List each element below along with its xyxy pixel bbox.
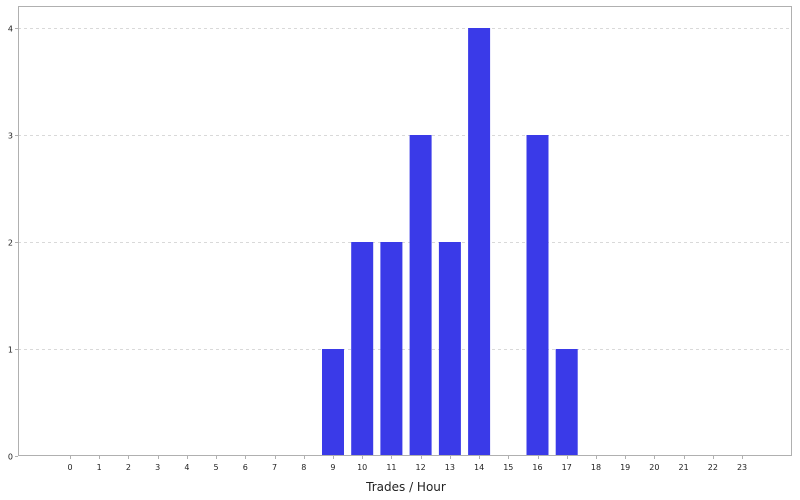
x-tick-label: 10 (357, 463, 367, 472)
x-tick-label: 17 (562, 463, 572, 472)
bar (555, 349, 578, 456)
x-tick-label: 20 (649, 463, 659, 472)
bar (526, 135, 549, 456)
x-tick-label: 5 (214, 463, 219, 472)
x-tick-label: 0 (67, 463, 72, 472)
x-tick-label: 21 (679, 463, 689, 472)
x-tick-label: 19 (620, 463, 630, 472)
x-tick-label: 22 (708, 463, 718, 472)
bar (468, 28, 491, 456)
x-tick-label: 3 (155, 463, 160, 472)
bar (322, 349, 344, 456)
x-tick-label: 13 (445, 463, 455, 472)
x-tick-label: 23 (737, 463, 747, 472)
x-tick-label: 14 (474, 463, 484, 472)
plot-frame (18, 6, 792, 456)
x-axis-ticks: 0 1 2 3 4 5 6 7 8 9 10 11 12 13 14 15 16 17 18 19 20 21 22 23 (67, 456, 747, 472)
x-tick-label: 11 (386, 463, 396, 472)
x-tick-label: 16 (532, 463, 542, 472)
y-axis-ticks: 0 1 2 3 4 (8, 25, 18, 462)
bar (380, 242, 403, 456)
x-tick-label: 4 (184, 463, 189, 472)
x-tick-label: 7 (272, 463, 277, 472)
y-tick-label: 2 (8, 239, 13, 248)
y-tick-label: 1 (8, 346, 13, 355)
x-tick-label: 1 (97, 463, 102, 472)
plot-background (18, 6, 792, 456)
gridlines (18, 28, 792, 350)
x-tick-label: 2 (126, 463, 131, 472)
x-tick-label: 12 (416, 463, 426, 472)
x-tick-label: 15 (503, 463, 513, 472)
x-tick-label: 8 (301, 463, 306, 472)
y-tick-label: 3 (8, 132, 13, 141)
bar (351, 242, 374, 456)
y-tick-label: 4 (8, 25, 13, 34)
x-tick-label: 9 (330, 463, 335, 472)
x-tick-label: 18 (591, 463, 601, 472)
y-tick-label: 0 (8, 453, 13, 462)
bars (322, 28, 578, 456)
bar (438, 242, 461, 456)
bar (409, 135, 432, 456)
x-axis-title: Trades / Hour (365, 480, 446, 494)
x-tick-label: 6 (243, 463, 248, 472)
